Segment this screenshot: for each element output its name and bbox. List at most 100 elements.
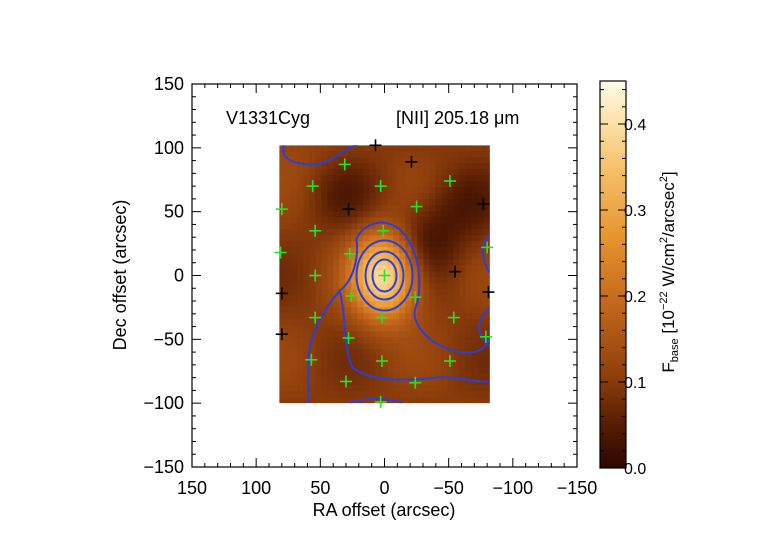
y-tick-label: 100 — [154, 138, 184, 158]
map-pixel — [291, 361, 298, 368]
map-pixel — [291, 163, 298, 170]
map-pixel — [435, 289, 442, 296]
map-pixel — [435, 163, 442, 170]
map-pixel — [285, 367, 292, 374]
map-pixel — [435, 301, 442, 308]
map-pixel — [297, 223, 304, 230]
map-pixel — [363, 259, 370, 266]
map-pixel — [363, 169, 370, 176]
map-pixel — [471, 397, 478, 404]
map-pixel — [453, 331, 460, 338]
map-pixel — [471, 391, 478, 398]
map-pixel — [333, 169, 340, 176]
map-pixel — [363, 349, 370, 356]
map-pixel — [363, 247, 370, 254]
map-pixel — [375, 319, 382, 326]
map-pixel — [441, 265, 448, 272]
map-pixel — [315, 343, 322, 350]
map-pixel — [375, 175, 382, 182]
map-pixel — [399, 319, 406, 326]
green-marker — [409, 376, 422, 389]
map-pixel — [465, 283, 472, 290]
map-pixel — [405, 307, 412, 314]
map-pixel — [321, 295, 328, 302]
map-pixel — [417, 391, 424, 398]
map-pixel — [345, 343, 352, 350]
map-pixel — [357, 337, 364, 344]
map-pixel — [297, 163, 304, 170]
map-pixel — [459, 295, 466, 302]
map-pixel — [381, 319, 388, 326]
map-pixel — [423, 169, 430, 176]
map-pixel — [357, 271, 364, 278]
map-pixel — [363, 391, 370, 398]
map-pixel — [315, 283, 322, 290]
map-pixel — [327, 301, 334, 308]
map-pixel — [405, 283, 412, 290]
map-pixel — [339, 253, 346, 260]
map-pixel — [369, 391, 376, 398]
colorbar-ticks — [600, 89, 626, 469]
map-pixel — [435, 337, 442, 344]
map-pixel — [375, 349, 382, 356]
map-pixel — [447, 337, 454, 344]
map-pixel — [303, 163, 310, 170]
map-pixel — [363, 331, 370, 338]
map-pixel — [285, 253, 292, 260]
map-pixel — [489, 271, 490, 278]
map-pixel — [441, 157, 448, 164]
map-pixel — [309, 241, 316, 248]
x-tick-label: 50 — [310, 478, 330, 498]
map-pixel — [363, 187, 370, 194]
map-pixel — [477, 385, 484, 392]
map-pixel — [453, 283, 460, 290]
map-pixel — [489, 175, 490, 182]
map-pixel — [399, 205, 406, 212]
map-pixel — [321, 331, 328, 338]
map-pixel — [363, 355, 370, 362]
map-pixel — [381, 199, 388, 206]
map-pixel — [387, 241, 394, 248]
map-pixel — [285, 217, 292, 224]
map-pixel — [483, 277, 490, 284]
map-pixel — [297, 217, 304, 224]
map-pixel — [447, 295, 454, 302]
map-pixel — [399, 391, 406, 398]
map-pixel — [393, 151, 400, 158]
map-pixel — [339, 247, 346, 254]
map-pixel — [327, 199, 334, 206]
map-pixel — [279, 283, 286, 290]
map-pixel — [447, 319, 454, 326]
map-pixel — [333, 343, 340, 350]
map-pixel — [363, 235, 370, 242]
map-pixel — [327, 145, 334, 152]
map-pixel — [321, 193, 328, 200]
map-pixel — [423, 391, 430, 398]
map-pixel — [411, 235, 418, 242]
map-pixel — [351, 193, 358, 200]
map-pixel — [489, 331, 490, 338]
map-pixel — [339, 289, 346, 296]
map-pixel — [315, 355, 322, 362]
map-pixel — [309, 175, 316, 182]
map-pixel — [429, 151, 436, 158]
map-pixel — [303, 391, 310, 398]
map-pixel — [447, 157, 454, 164]
map-pixel — [315, 373, 322, 380]
map-pixel — [333, 289, 340, 296]
map-pixel — [405, 229, 412, 236]
map-pixel — [339, 337, 346, 344]
map-pixel — [387, 319, 394, 326]
map-pixel — [375, 391, 382, 398]
map-pixel — [333, 313, 340, 320]
map-pixel — [483, 193, 490, 200]
map-pixel — [423, 211, 430, 218]
map-pixel — [477, 343, 484, 350]
map-pixel — [333, 355, 340, 362]
map-pixel — [297, 367, 304, 374]
x-tick-label: 0 — [379, 478, 389, 498]
map-pixel — [435, 295, 442, 302]
map-pixel — [315, 199, 322, 206]
map-pixel — [315, 295, 322, 302]
map-pixel — [429, 205, 436, 212]
